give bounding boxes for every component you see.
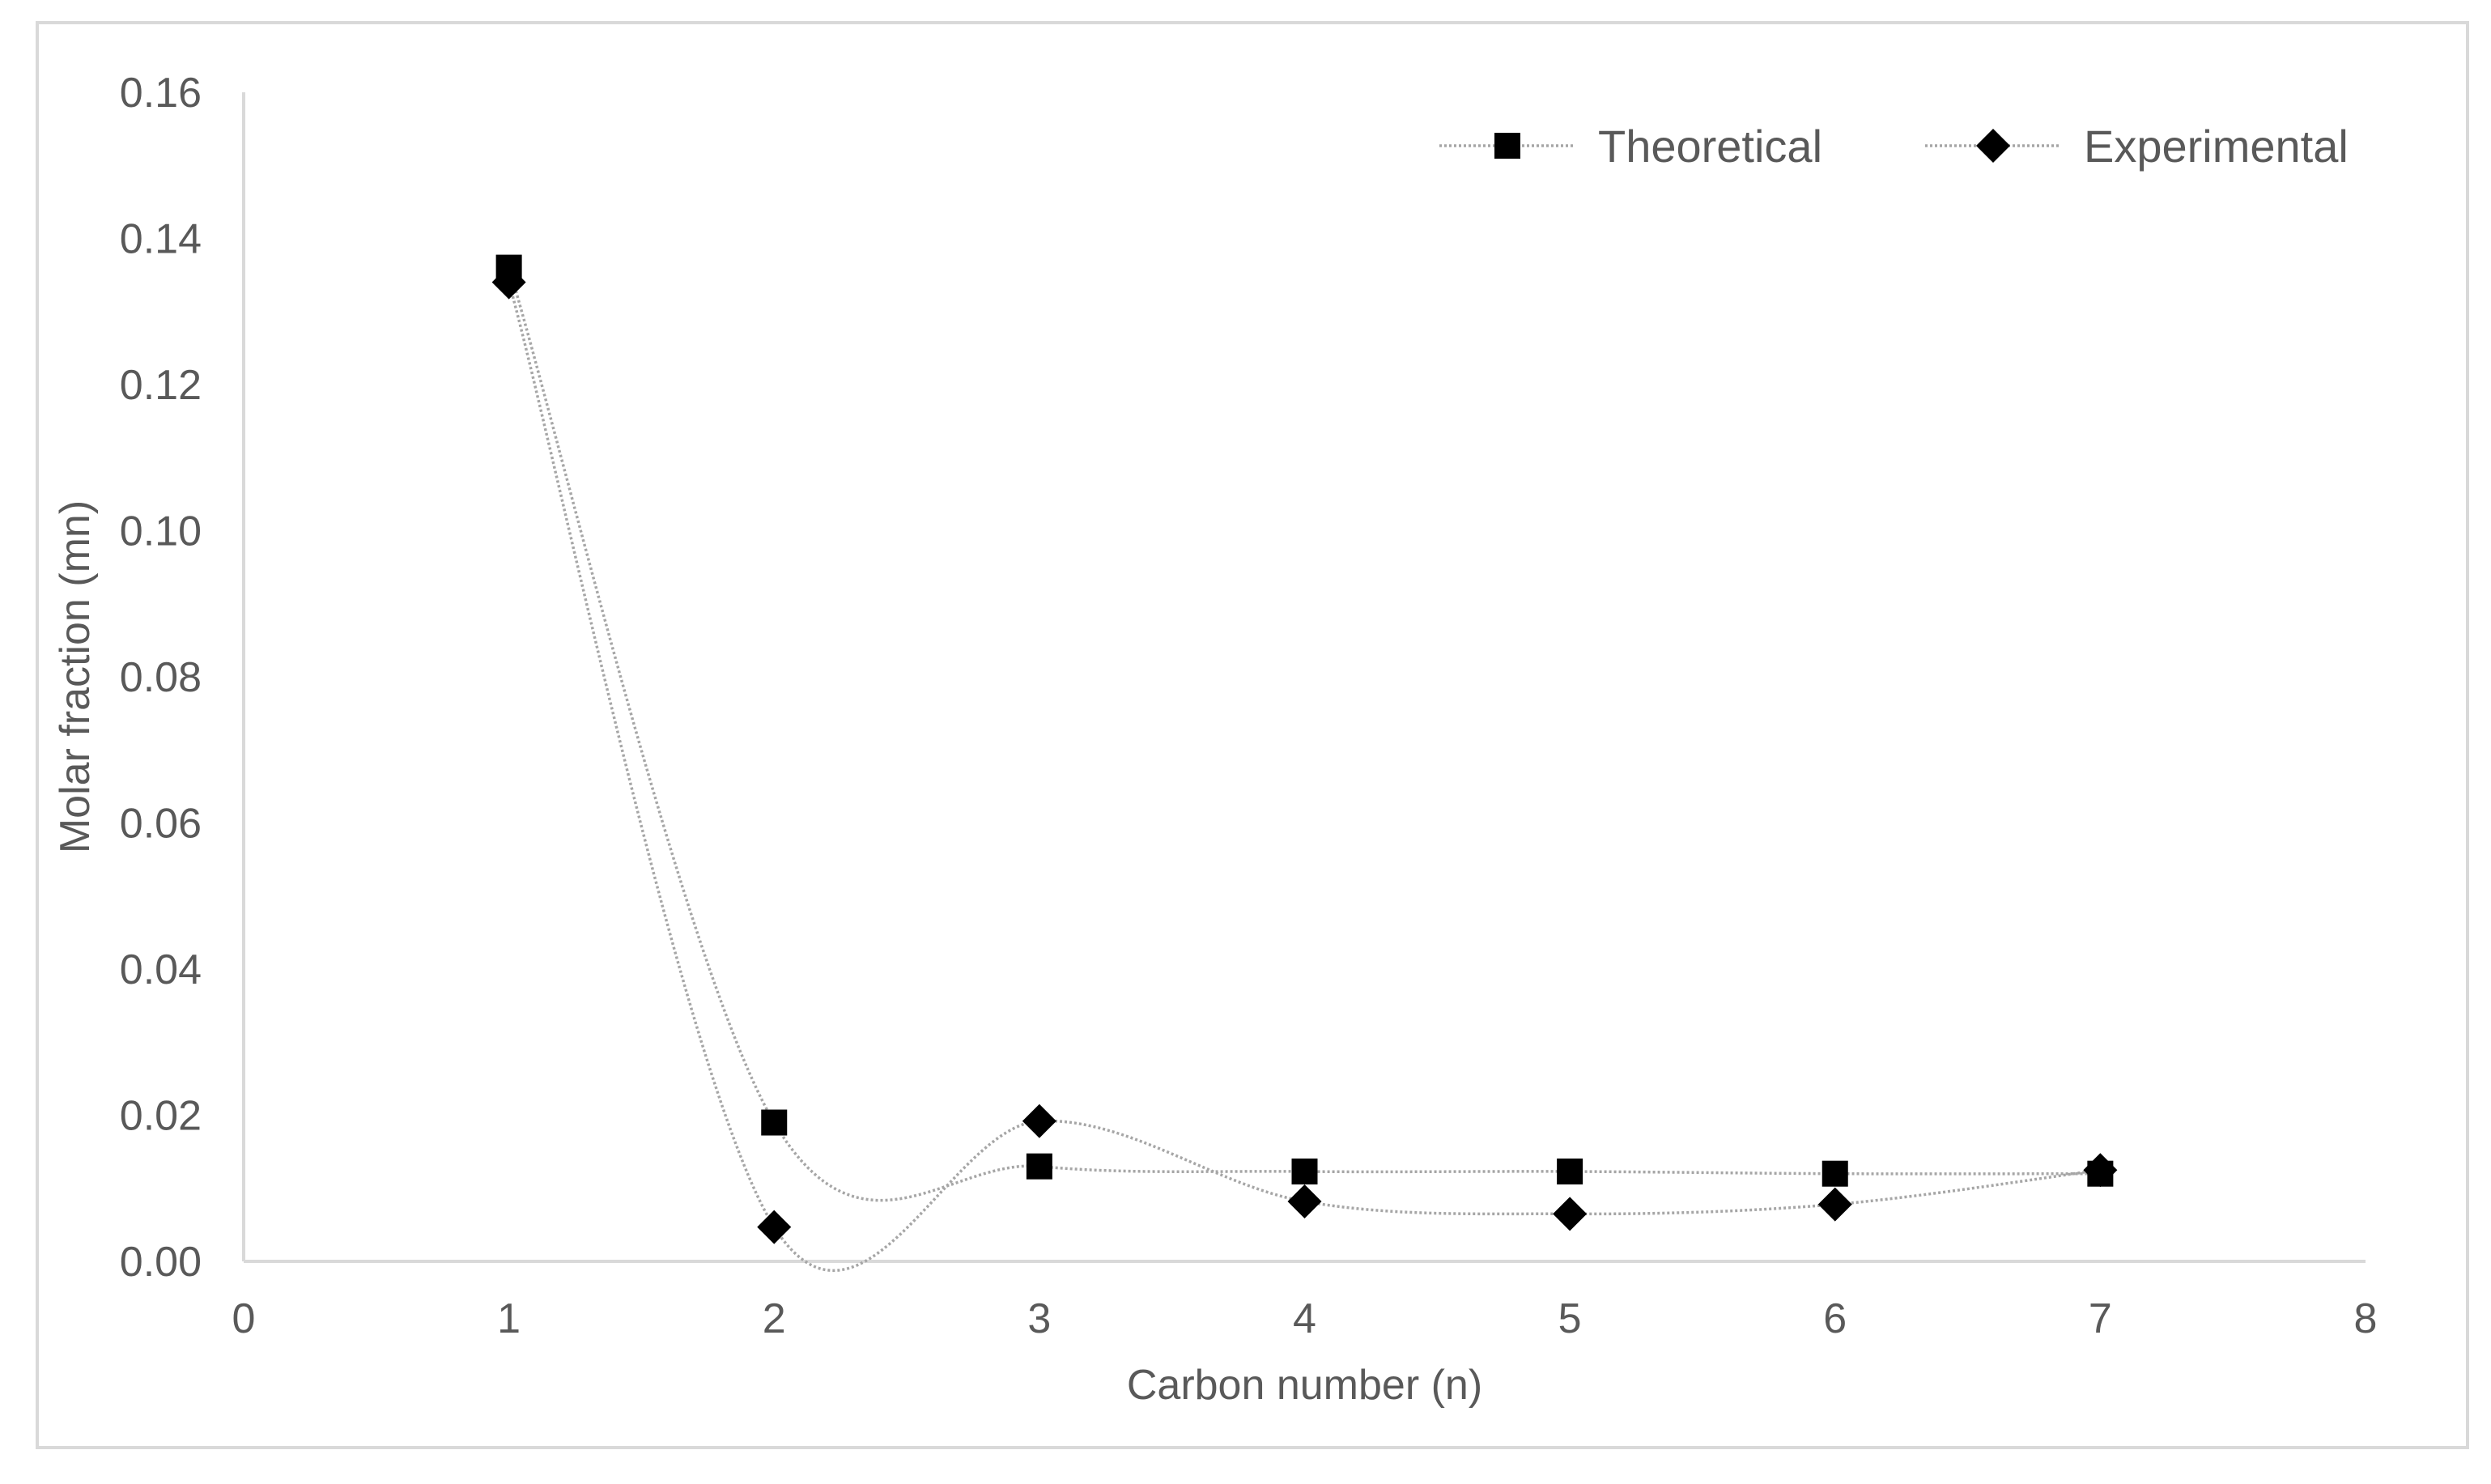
series-layer (491, 254, 2118, 1273)
x-tick-label: 0 (232, 1295, 256, 1342)
ticks-layer: 0 1 2 3 4 5 6 7 8 0.00 0.02 0.04 0.06 0.08 0.10 0.12 0.1… (120, 70, 2378, 1342)
chart-svg: 0 1 2 3 4 5 6 7 8 0.00 0.02 0.04 0.06 0.08 0.10 0.12 0.1… (52, 70, 2378, 1409)
experimental-series (491, 265, 2118, 1273)
x-tick-label: 7 (2089, 1295, 2112, 1342)
legend: Theoretical Experimental (1439, 121, 2349, 172)
experimental-line (507, 282, 2101, 1273)
legend-experimental-label: Experimental (2084, 121, 2349, 172)
theoretical-point (1821, 1160, 1848, 1187)
theoretical-line (507, 267, 2101, 1202)
x-tick-label: 1 (497, 1295, 521, 1342)
theoretical-series (495, 254, 2114, 1202)
x-tick-label: 3 (1027, 1295, 1051, 1342)
y-tick-label: 0.02 (120, 1093, 202, 1140)
theoretical-point (761, 1109, 788, 1136)
y-tick-label: 0.10 (120, 508, 202, 555)
legend-theoretical-marker (1494, 133, 1520, 159)
experimental-point (2083, 1153, 2118, 1188)
y-tick-label: 0.16 (120, 70, 202, 117)
x-tick-label: 8 (2354, 1295, 2378, 1342)
x-tick-label: 5 (1558, 1295, 1582, 1342)
theoretical-point (1291, 1158, 1318, 1184)
legend-experimental-marker (1976, 129, 2010, 163)
x-tick-label: 6 (1823, 1295, 1847, 1342)
experimental-point (1287, 1184, 1322, 1218)
y-tick-label: 0.14 (120, 216, 202, 263)
y-tick-label: 0.12 (120, 362, 202, 409)
theoretical-point (1026, 1153, 1052, 1180)
experimental-point (1817, 1187, 1852, 1222)
y-tick-label: 0.04 (120, 946, 202, 993)
experimental-point (1022, 1103, 1056, 1138)
legend-theoretical-label: Theoretical (1598, 121, 1822, 172)
y-tick-label: 0.08 (120, 654, 202, 701)
chart-frame: 0 1 2 3 4 5 6 7 8 0.00 0.02 0.04 0.06 0.08 0.10 0.12 0.1… (36, 21, 2469, 1449)
y-tick-label: 0.06 (120, 801, 202, 848)
axes-layer (242, 92, 2366, 1263)
x-axis-title: Carbon number (n) (1127, 1362, 1482, 1409)
experimental-point (491, 265, 526, 300)
experimental-point (757, 1210, 792, 1244)
x-tick-label: 2 (763, 1295, 786, 1342)
x-tick-label: 4 (1293, 1295, 1316, 1342)
y-axis-title: Molar fraction (mn) (52, 500, 99, 853)
theoretical-point (1557, 1158, 1583, 1184)
experimental-point (1553, 1197, 1588, 1231)
y-tick-label: 0.00 (120, 1239, 202, 1286)
